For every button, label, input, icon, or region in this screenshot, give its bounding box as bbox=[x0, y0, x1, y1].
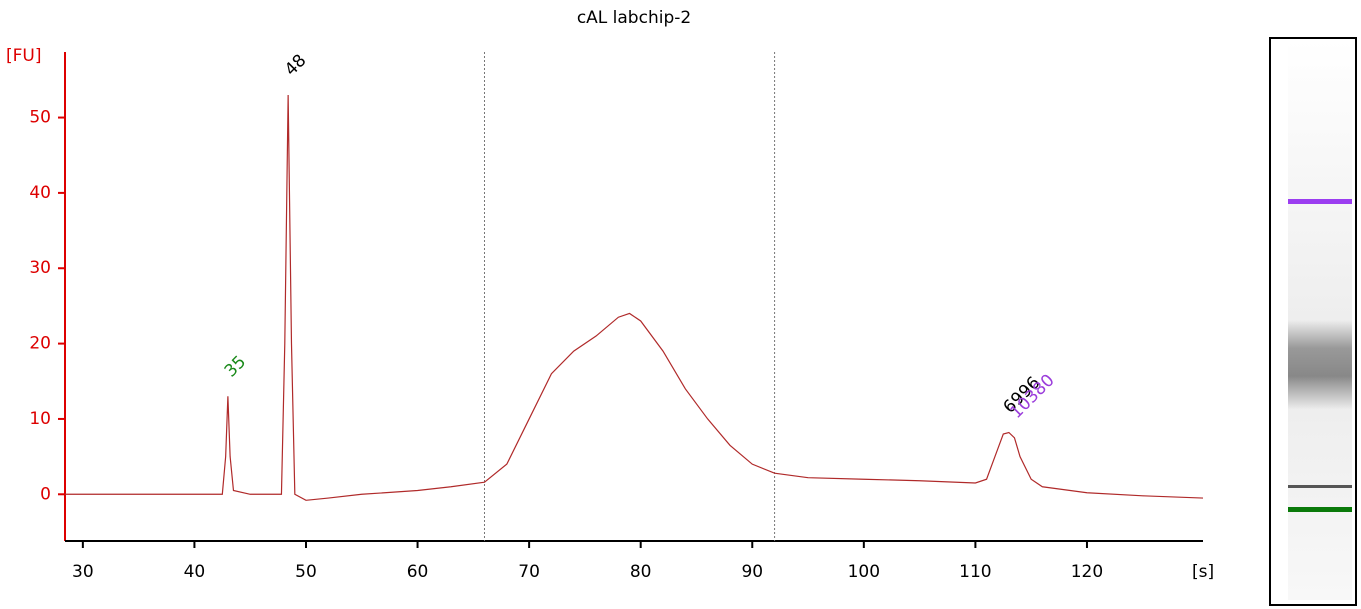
x-tick-label: 70 bbox=[518, 562, 540, 582]
x-tick-label: 50 bbox=[295, 562, 317, 582]
y-axis-label: [FU] bbox=[6, 46, 42, 66]
chart-title: cAL labchip-2 bbox=[577, 8, 691, 28]
x-tick-label: 100 bbox=[848, 562, 880, 582]
peak-label: 48 bbox=[281, 51, 310, 80]
y-tick-label: 0 bbox=[40, 484, 51, 504]
x-axis-label: [s] bbox=[1192, 562, 1214, 582]
gel-lane bbox=[1269, 37, 1357, 606]
x-tick-label: 60 bbox=[407, 562, 429, 582]
x-tick-label: 90 bbox=[741, 562, 763, 582]
x-tick-label: 80 bbox=[630, 562, 652, 582]
x-tick-label: 40 bbox=[184, 562, 206, 582]
x-tick-label: 120 bbox=[1071, 562, 1103, 582]
trace-line bbox=[65, 94, 1204, 501]
y-tick-label: 40 bbox=[29, 183, 51, 203]
y-tick-label: 20 bbox=[29, 334, 51, 354]
y-tick-label: 30 bbox=[29, 258, 51, 278]
peak-label: 35 bbox=[221, 352, 250, 381]
x-tick-label: 30 bbox=[72, 562, 94, 582]
y-tick-label: 10 bbox=[29, 409, 51, 429]
y-tick-label: 50 bbox=[29, 108, 51, 128]
x-tick-label: 110 bbox=[959, 562, 991, 582]
